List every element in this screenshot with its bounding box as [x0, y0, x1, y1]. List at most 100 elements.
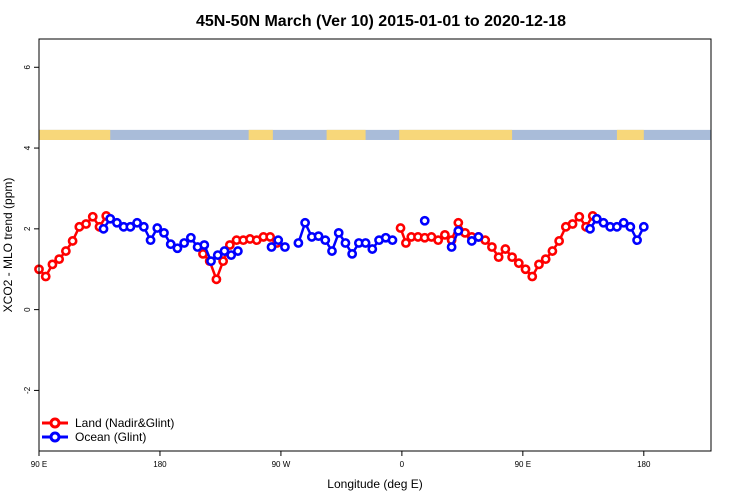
data-point	[185, 232, 196, 243]
data-point	[265, 232, 276, 242]
land-band-0	[39, 129, 111, 140]
data-point	[513, 258, 524, 269]
data-point	[612, 221, 622, 232]
data-point	[233, 246, 243, 256]
land-band-2	[326, 129, 366, 140]
ocean-band	[39, 129, 711, 140]
land-band-1	[248, 129, 273, 140]
data-point	[520, 264, 531, 275]
data-point	[401, 238, 411, 248]
data-point	[179, 238, 190, 248]
land-ocean-strip	[39, 129, 711, 140]
data-point	[199, 240, 210, 250]
data-point	[313, 231, 324, 242]
data-point	[212, 250, 223, 260]
data-point	[453, 217, 464, 228]
y-axis-label: XCO2 - MLO trend (ppm)	[1, 178, 15, 313]
data-point	[591, 213, 602, 224]
data-point	[466, 236, 477, 246]
data-point	[54, 254, 65, 265]
data-point	[273, 235, 284, 246]
data-point	[527, 271, 538, 282]
data-point	[138, 221, 149, 232]
x-axis-label: Longitude (deg E)	[327, 477, 422, 491]
data-point	[60, 246, 71, 256]
land-band-3	[399, 129, 513, 140]
legend-ocean-marker	[49, 431, 61, 443]
data-point	[266, 242, 277, 252]
data-point	[125, 221, 136, 232]
legend: Land (Nadir&Glint) Ocean (Glint)	[42, 416, 174, 444]
data-point	[632, 235, 642, 246]
data-point	[347, 248, 358, 259]
data-point	[300, 217, 311, 228]
data-point	[112, 217, 122, 228]
data-point	[547, 246, 558, 256]
data-point	[574, 211, 585, 222]
data-point	[625, 221, 636, 232]
data-point	[280, 242, 290, 252]
data-point	[534, 259, 544, 270]
data-point	[618, 217, 629, 228]
data-point	[507, 252, 517, 263]
data-point	[67, 236, 78, 246]
legend-land-marker	[49, 417, 61, 429]
data-point	[145, 235, 156, 246]
data-point	[198, 248, 208, 259]
chart-title: 45N-50N March (Ver 10) 2015-01-01 to 202…	[196, 13, 566, 30]
data-point	[493, 252, 504, 263]
data-point	[473, 232, 484, 242]
data-point	[500, 244, 511, 254]
data-point	[218, 256, 229, 267]
data-point	[419, 215, 430, 226]
y-tick-label: 6	[23, 65, 32, 70]
data-point	[293, 238, 304, 248]
data-point	[585, 223, 595, 234]
x-tick-label: 90 E	[31, 460, 47, 469]
y-axis: -2 0 2 4 6	[23, 65, 39, 394]
y-tick-label: 4	[23, 145, 32, 150]
data-point	[320, 235, 331, 246]
data-point	[395, 223, 406, 233]
x-tick-label: 0	[400, 460, 405, 469]
data-point	[554, 236, 565, 246]
data-point	[360, 238, 371, 248]
data-point	[206, 256, 216, 267]
plot-frame	[38, 38, 712, 452]
data-point	[226, 250, 237, 260]
data-point	[433, 235, 444, 246]
data-point	[211, 274, 222, 285]
data-point	[367, 244, 378, 254]
data-point	[638, 221, 649, 232]
data-point	[159, 227, 169, 238]
data-point	[81, 219, 91, 229]
data-point	[333, 227, 344, 238]
x-tick-label: 180	[637, 460, 651, 469]
data-point	[567, 219, 578, 229]
y-tick-label: 2	[23, 226, 32, 231]
legend-entry-ocean: Ocean (Glint)	[42, 430, 146, 444]
data-point	[540, 254, 551, 265]
data-point	[598, 217, 609, 228]
y-tick-label: -2	[23, 386, 32, 394]
x-tick-label: 90 W	[272, 460, 291, 469]
data-point	[446, 242, 457, 252]
series-ocean	[98, 213, 649, 267]
data-point	[439, 230, 450, 240]
series-land	[34, 211, 598, 285]
legend-entry-land: Land (Nadir&Glint)	[42, 416, 174, 430]
data-point	[132, 217, 143, 228]
data-point	[152, 223, 163, 233]
x-tick-label: 90 E	[515, 460, 531, 469]
data-point	[172, 243, 183, 254]
x-tick-label: 180	[153, 460, 167, 469]
series-layer	[34, 211, 649, 285]
data-point	[327, 246, 337, 256]
legend-ocean-label: Ocean (Glint)	[75, 430, 146, 444]
data-point	[340, 238, 351, 248]
x-axis: 90 E 180 90 W 0 90 E 180	[31, 451, 651, 469]
data-point	[487, 242, 497, 252]
data-point	[219, 246, 230, 256]
data-point	[87, 211, 98, 222]
